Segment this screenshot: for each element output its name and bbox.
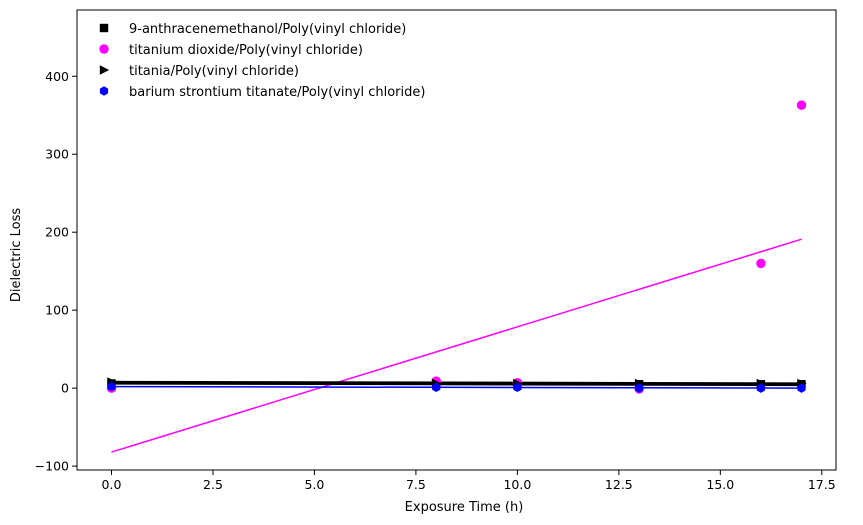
y-tick-label: 100 (45, 303, 69, 318)
x-tick-label: 7.5 (406, 477, 426, 492)
fit-line-2 (111, 380, 802, 386)
x-tick-label: 2.5 (203, 477, 223, 492)
legend-label-3: barium strontium titanate/Poly(vinyl chl… (129, 85, 425, 100)
y-tick-label: 400 (45, 69, 69, 84)
data-point-series-3 (797, 383, 806, 393)
y-tick-label: −100 (35, 459, 69, 474)
legend-label-2: titania/Poly(vinyl chloride) (129, 64, 299, 79)
legend-symbol-2 (99, 65, 110, 75)
legend: 9-anthracenemethanol/Poly(vinyl chloride… (99, 22, 425, 100)
data-point-series-3 (635, 383, 644, 393)
x-tick-label: 5.0 (304, 477, 324, 492)
x-tick-label: 17.5 (808, 477, 836, 492)
legend-label-0: 9-anthracenemethanol/Poly(vinyl chloride… (129, 22, 406, 37)
x-tick-label: 12.5 (605, 477, 633, 492)
legend-marker-2 (99, 65, 110, 75)
data-point-series-3 (513, 382, 522, 393)
fit-line-3 (111, 385, 802, 389)
data-points (106, 100, 807, 394)
plot-frame (76, 9, 837, 471)
data-point-series-3 (432, 382, 441, 393)
y-tick-label: 0 (61, 381, 69, 396)
x-axis-ticks: 0.0 2.5 5.0 7.5 10.0 12.5 15.0 17.5 (102, 470, 836, 492)
x-tick-label: 0.0 (102, 477, 122, 492)
data-point-series-1 (796, 100, 807, 110)
y-axis-label: Dielectric Loss (9, 208, 24, 302)
legend-marker-1 (99, 44, 109, 54)
y-tick-label: 300 (45, 147, 69, 162)
legend-symbol-1 (99, 44, 109, 54)
fit-line-1 (111, 238, 802, 453)
legend-symbol-0 (99, 23, 109, 33)
x-tick-label: 15.0 (706, 477, 734, 492)
fit-lines (111, 238, 802, 453)
x-axis-label: Exposure Time (h) (405, 500, 524, 515)
data-point-series-3 (107, 381, 116, 392)
x-tick-label: 10.0 (503, 477, 531, 492)
legend-marker-0 (99, 23, 109, 33)
y-axis-ticks: −100 0 100 200 300 400 (35, 69, 77, 474)
legend-label-1: titanium dioxide/Poly(vinyl chloride) (129, 43, 363, 58)
data-point-series-1 (756, 258, 766, 269)
legend-marker-3 (99, 86, 109, 96)
y-tick-label: 200 (45, 225, 69, 240)
legend-symbol-3 (99, 86, 109, 96)
data-point-series-3 (756, 383, 765, 393)
